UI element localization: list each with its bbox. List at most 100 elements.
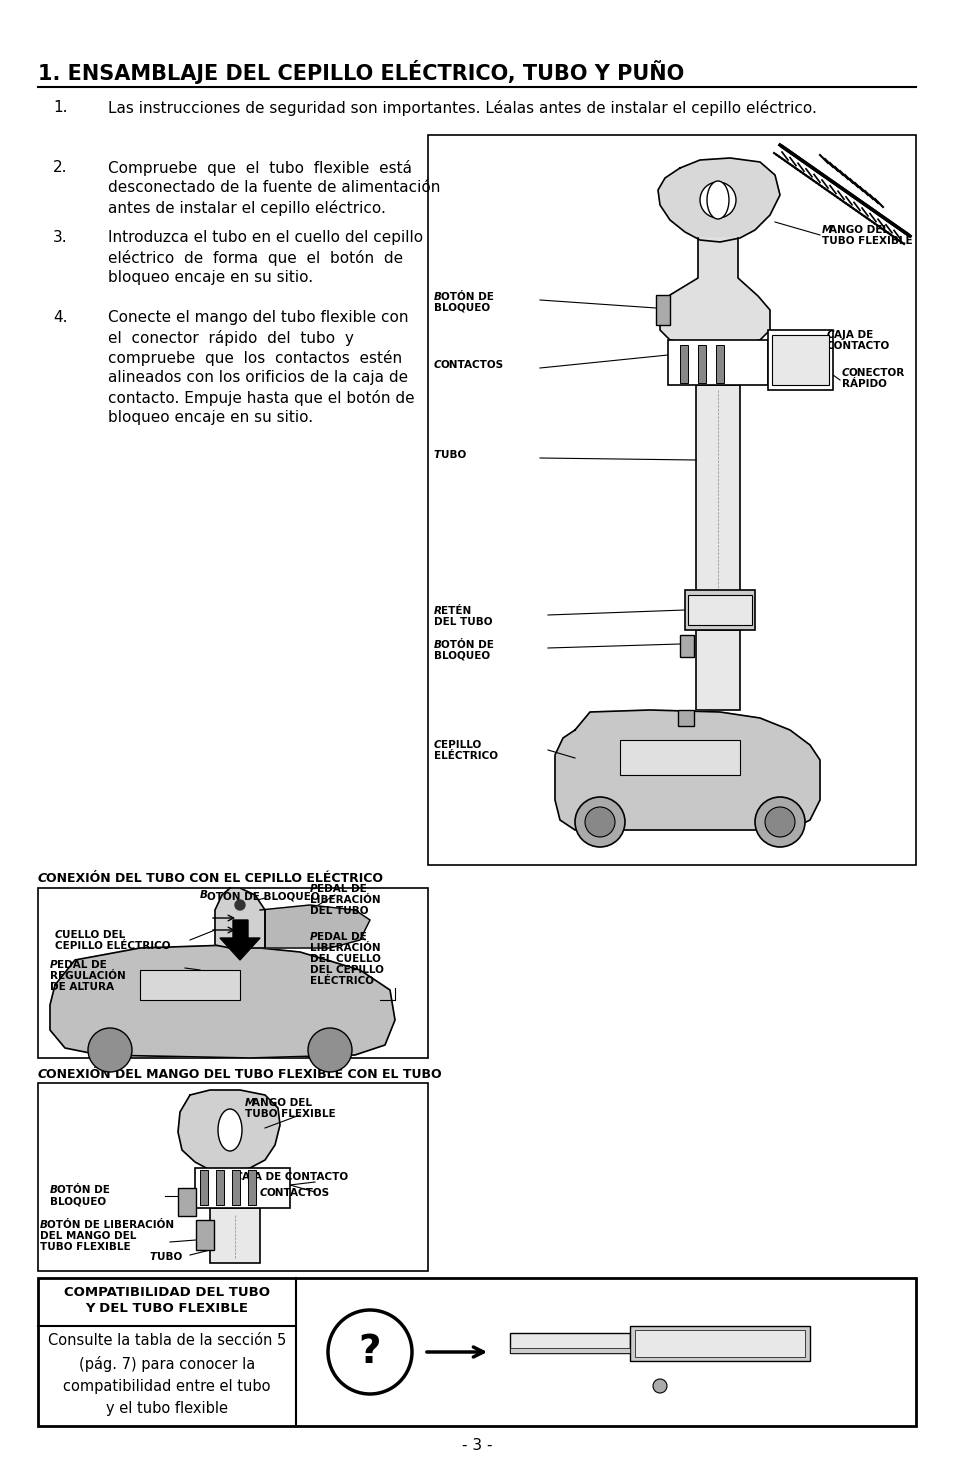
Text: T: T: [150, 1252, 157, 1263]
Text: ELÉCTRICO: ELÉCTRICO: [310, 976, 374, 985]
Text: C: C: [434, 740, 441, 749]
Text: C: C: [434, 360, 441, 370]
Text: OTÓN DE LIBERACIÓN: OTÓN DE LIBERACIÓN: [47, 1220, 174, 1230]
Circle shape: [764, 807, 794, 836]
Polygon shape: [50, 945, 395, 1058]
Text: UELLO DEL: UELLO DEL: [62, 931, 125, 940]
Text: Compruebe  que  el  tubo  flexible  está: Compruebe que el tubo flexible está: [108, 159, 412, 176]
Text: ONTACTOS: ONTACTOS: [267, 1187, 330, 1198]
Text: ONEXIÓN DEL MANGO DEL TUBO FLEXIBLE CON EL TUBO: ONEXIÓN DEL MANGO DEL TUBO FLEXIBLE CON …: [46, 1068, 441, 1081]
Polygon shape: [555, 709, 820, 830]
Bar: [210, 1208, 260, 1263]
Bar: [767, 330, 832, 389]
Text: C: C: [234, 1173, 242, 1181]
Text: el  conector  rápido  del  tubo  y: el conector rápido del tubo y: [108, 330, 354, 347]
Text: TUBO FLEXIBLE: TUBO FLEXIBLE: [245, 1109, 335, 1120]
Bar: [619, 740, 740, 774]
Bar: [195, 1220, 213, 1249]
Text: B: B: [434, 292, 441, 302]
Text: UBO: UBO: [157, 1252, 182, 1263]
Text: UBO: UBO: [440, 450, 466, 460]
Text: Y DEL TUBO FLEXIBLE: Y DEL TUBO FLEXIBLE: [86, 1302, 248, 1316]
Bar: [510, 1348, 629, 1353]
Text: COMPATIBILIDAD DEL TUBO: COMPATIBILIDAD DEL TUBO: [64, 1286, 270, 1299]
Bar: [678, 709, 693, 726]
Bar: [38, 888, 428, 1058]
Bar: [771, 335, 828, 385]
Text: M: M: [245, 1097, 255, 1108]
Bar: [684, 590, 754, 630]
Bar: [696, 385, 740, 630]
Text: EPILLO: EPILLO: [440, 740, 480, 749]
Circle shape: [234, 900, 245, 910]
Bar: [679, 636, 693, 656]
Circle shape: [700, 181, 735, 218]
Text: AJA DE: AJA DE: [833, 330, 872, 341]
Text: AJA DE CONTACTO: AJA DE CONTACTO: [242, 1173, 348, 1181]
Text: BLOQUEO: BLOQUEO: [50, 1196, 106, 1207]
Polygon shape: [659, 237, 769, 345]
Text: LIBERACIÓN: LIBERACIÓN: [310, 943, 380, 953]
Text: TUBO FLEXIBLE: TUBO FLEXIBLE: [821, 236, 912, 246]
Ellipse shape: [218, 1109, 242, 1150]
Text: 2.: 2.: [53, 159, 68, 176]
Text: bloqueo encaje en su sitio.: bloqueo encaje en su sitio.: [108, 270, 313, 285]
Text: RÁPIDO: RÁPIDO: [841, 379, 886, 389]
Text: 1. ENSAMBLAJE DEL CEPILLO ELÉCTRICO, TUBO Y PUÑO: 1. ENSAMBLAJE DEL CEPILLO ELÉCTRICO, TUB…: [38, 60, 683, 84]
Polygon shape: [220, 920, 260, 960]
Text: C: C: [260, 1187, 268, 1198]
Text: ELÉCTRICO: ELÉCTRICO: [434, 751, 497, 761]
Text: ETÉN: ETÉN: [440, 606, 471, 617]
Text: BLOQUEO: BLOQUEO: [434, 650, 490, 661]
Text: P: P: [310, 884, 317, 894]
Text: C: C: [55, 931, 63, 940]
Circle shape: [575, 796, 624, 847]
Text: C: C: [38, 872, 47, 885]
Bar: [428, 136, 915, 864]
Text: contacto. Empuje hasta que el botón de: contacto. Empuje hasta que el botón de: [108, 389, 415, 406]
Bar: [194, 1168, 290, 1208]
Bar: [215, 1170, 224, 1205]
Polygon shape: [658, 158, 780, 242]
Text: Introduzca el tubo en el cuello del cepillo: Introduzca el tubo en el cuello del cepi…: [108, 230, 423, 245]
Bar: [716, 345, 723, 384]
Text: 3.: 3.: [53, 230, 68, 245]
Polygon shape: [214, 888, 265, 948]
Text: DEL TUBO: DEL TUBO: [434, 617, 492, 627]
Text: EDAL DE: EDAL DE: [316, 884, 366, 894]
Text: T: T: [434, 450, 440, 460]
Text: DEL CUELLO: DEL CUELLO: [310, 954, 380, 965]
Text: OTÓN DE: OTÓN DE: [440, 640, 494, 650]
Text: antes de instalar el cepillo eléctrico.: antes de instalar el cepillo eléctrico.: [108, 201, 385, 215]
Circle shape: [652, 1379, 666, 1392]
Bar: [200, 1170, 208, 1205]
Bar: [232, 1170, 240, 1205]
Text: ONTACTOS: ONTACTOS: [440, 360, 503, 370]
Text: B: B: [434, 640, 441, 650]
Text: ?: ?: [358, 1333, 381, 1370]
Polygon shape: [178, 1090, 280, 1173]
Bar: [635, 1330, 804, 1357]
Ellipse shape: [706, 181, 728, 218]
Text: CONTACTO: CONTACTO: [826, 341, 889, 351]
Bar: [140, 971, 240, 1000]
Text: C: C: [826, 330, 834, 341]
Text: EDAL DE: EDAL DE: [316, 932, 366, 943]
Text: Las instrucciones de seguridad son importantes. Léalas antes de instalar el cepi: Las instrucciones de seguridad son impor…: [108, 100, 816, 117]
Text: R: R: [434, 606, 441, 617]
Text: C: C: [38, 1068, 47, 1081]
Text: 4.: 4.: [53, 310, 68, 324]
Text: ANGO DEL: ANGO DEL: [252, 1097, 312, 1108]
Text: bloqueo encaje en su sitio.: bloqueo encaje en su sitio.: [108, 410, 313, 425]
Text: B: B: [50, 1184, 58, 1195]
Text: B: B: [200, 889, 208, 900]
Text: DEL MANGO DEL: DEL MANGO DEL: [40, 1232, 136, 1240]
Bar: [687, 594, 751, 625]
Text: 1.: 1.: [53, 100, 68, 115]
Circle shape: [328, 1310, 412, 1394]
Bar: [656, 295, 669, 324]
Bar: [696, 630, 740, 709]
Text: TUBO FLEXIBLE: TUBO FLEXIBLE: [40, 1242, 131, 1252]
Text: ANGO DEL: ANGO DEL: [828, 226, 888, 235]
Text: alineados con los orificios de la caja de: alineados con los orificios de la caja d…: [108, 370, 408, 385]
